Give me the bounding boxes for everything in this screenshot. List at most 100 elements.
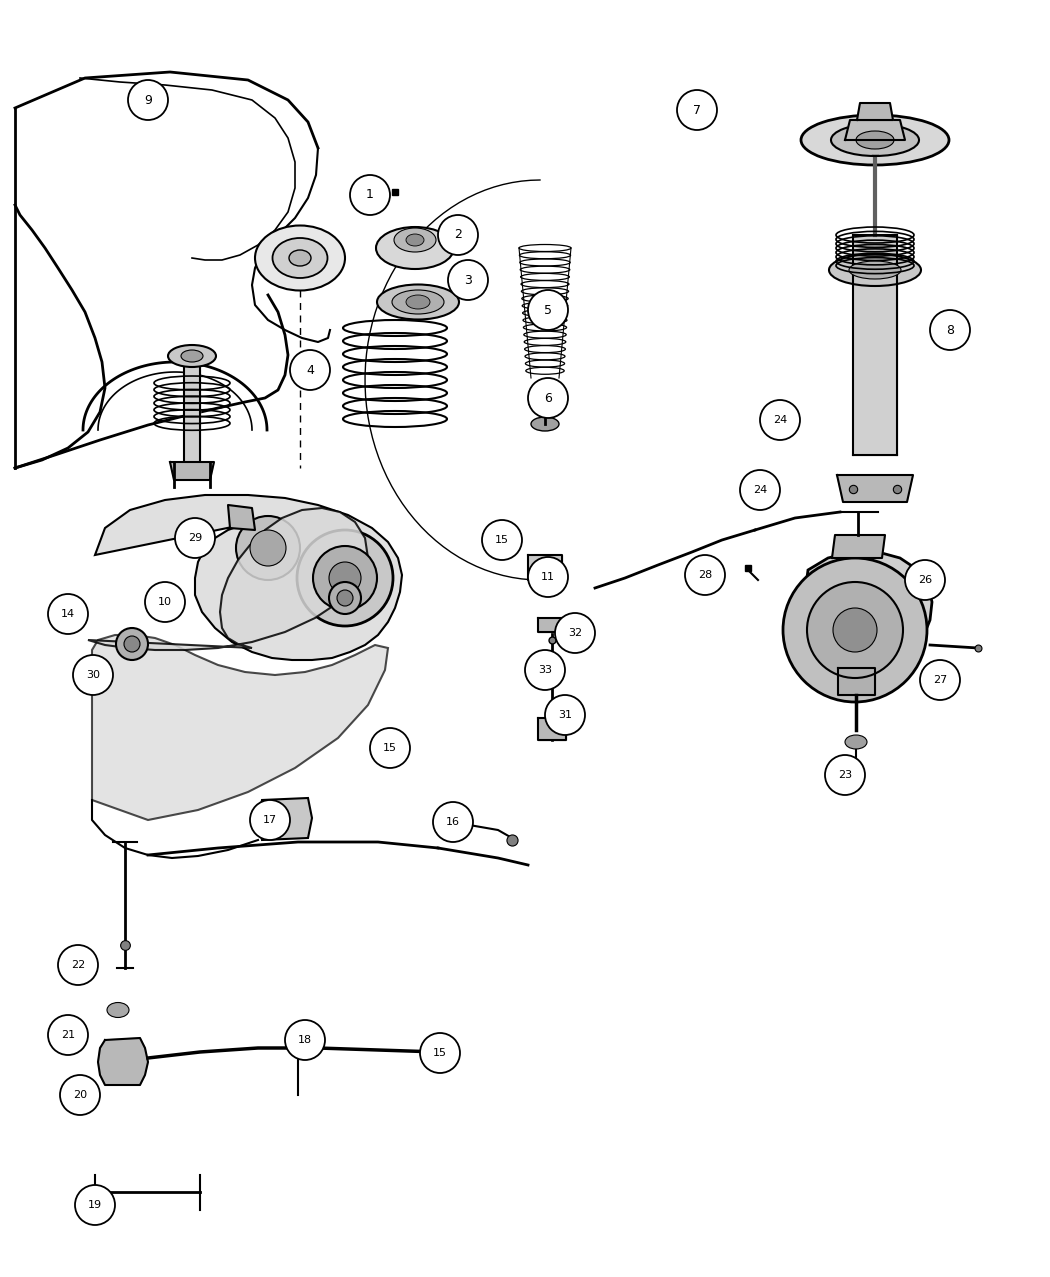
Circle shape	[48, 1015, 88, 1055]
Circle shape	[433, 802, 472, 842]
Text: 8: 8	[946, 323, 954, 337]
Polygon shape	[98, 1038, 148, 1085]
Polygon shape	[92, 635, 388, 820]
Text: 24: 24	[773, 415, 788, 425]
Text: 21: 21	[61, 1031, 75, 1039]
Text: 15: 15	[433, 1048, 447, 1059]
Polygon shape	[845, 120, 905, 140]
Ellipse shape	[376, 227, 454, 269]
Polygon shape	[258, 798, 312, 840]
Circle shape	[124, 636, 140, 653]
Circle shape	[525, 650, 565, 690]
Circle shape	[329, 582, 361, 614]
Polygon shape	[228, 504, 255, 530]
Circle shape	[905, 561, 945, 600]
Text: 6: 6	[544, 392, 552, 405]
Ellipse shape	[289, 250, 311, 266]
Polygon shape	[538, 618, 566, 632]
Ellipse shape	[377, 285, 459, 319]
Ellipse shape	[392, 290, 444, 314]
Circle shape	[482, 520, 522, 561]
Text: 16: 16	[446, 817, 460, 827]
Text: 30: 30	[86, 670, 100, 679]
Ellipse shape	[531, 418, 559, 432]
Text: 7: 7	[693, 103, 701, 116]
Circle shape	[807, 582, 903, 678]
Ellipse shape	[849, 261, 901, 278]
Circle shape	[930, 310, 970, 350]
Polygon shape	[528, 555, 562, 580]
Text: 27: 27	[932, 676, 947, 684]
Polygon shape	[170, 462, 214, 480]
Circle shape	[833, 608, 877, 653]
Ellipse shape	[255, 226, 345, 290]
Circle shape	[250, 799, 290, 840]
Ellipse shape	[845, 736, 867, 750]
Polygon shape	[857, 103, 892, 120]
Circle shape	[329, 562, 361, 594]
Ellipse shape	[534, 392, 557, 404]
Circle shape	[285, 1020, 326, 1060]
Ellipse shape	[291, 1029, 304, 1047]
Ellipse shape	[849, 773, 863, 783]
Text: 3: 3	[464, 273, 471, 286]
Circle shape	[545, 695, 585, 736]
Ellipse shape	[273, 238, 328, 278]
Circle shape	[677, 89, 717, 130]
Circle shape	[48, 594, 88, 633]
Ellipse shape	[168, 345, 216, 366]
Circle shape	[825, 755, 865, 796]
Text: 5: 5	[544, 304, 552, 317]
Text: 14: 14	[61, 609, 75, 619]
Circle shape	[58, 945, 98, 985]
Polygon shape	[88, 508, 367, 650]
Ellipse shape	[394, 229, 436, 252]
Ellipse shape	[831, 124, 919, 156]
Text: 15: 15	[383, 743, 397, 753]
Text: 2: 2	[454, 229, 462, 241]
Text: 28: 28	[698, 570, 712, 580]
Text: 10: 10	[158, 598, 172, 607]
Ellipse shape	[529, 392, 561, 412]
Ellipse shape	[181, 350, 203, 361]
Text: 18: 18	[298, 1034, 312, 1045]
Text: 33: 33	[538, 665, 552, 676]
Text: 31: 31	[558, 710, 572, 720]
Text: 15: 15	[495, 535, 509, 545]
Circle shape	[75, 1185, 116, 1225]
Polygon shape	[94, 495, 402, 660]
Text: 24: 24	[753, 485, 768, 495]
Ellipse shape	[406, 234, 424, 246]
Circle shape	[175, 518, 215, 558]
Circle shape	[350, 175, 390, 215]
Circle shape	[145, 582, 185, 622]
Polygon shape	[805, 552, 932, 668]
Text: 23: 23	[838, 770, 852, 780]
Circle shape	[448, 261, 488, 300]
Circle shape	[438, 215, 478, 255]
Text: 4: 4	[306, 364, 314, 377]
Circle shape	[528, 290, 568, 329]
Circle shape	[528, 557, 568, 598]
Circle shape	[370, 728, 410, 767]
Circle shape	[290, 350, 330, 389]
Circle shape	[313, 547, 377, 610]
Circle shape	[236, 516, 300, 580]
Text: 17: 17	[262, 815, 277, 825]
Ellipse shape	[830, 254, 921, 286]
Circle shape	[420, 1033, 460, 1073]
Ellipse shape	[801, 115, 949, 165]
Circle shape	[116, 628, 148, 660]
Text: 11: 11	[541, 572, 555, 582]
Polygon shape	[15, 110, 410, 475]
Polygon shape	[538, 718, 566, 739]
Circle shape	[250, 530, 286, 566]
Polygon shape	[832, 535, 885, 558]
Text: 19: 19	[88, 1200, 102, 1211]
Circle shape	[337, 590, 353, 607]
Polygon shape	[837, 475, 914, 502]
Circle shape	[528, 378, 568, 418]
Circle shape	[740, 470, 780, 510]
Circle shape	[783, 558, 927, 702]
Polygon shape	[838, 668, 875, 695]
